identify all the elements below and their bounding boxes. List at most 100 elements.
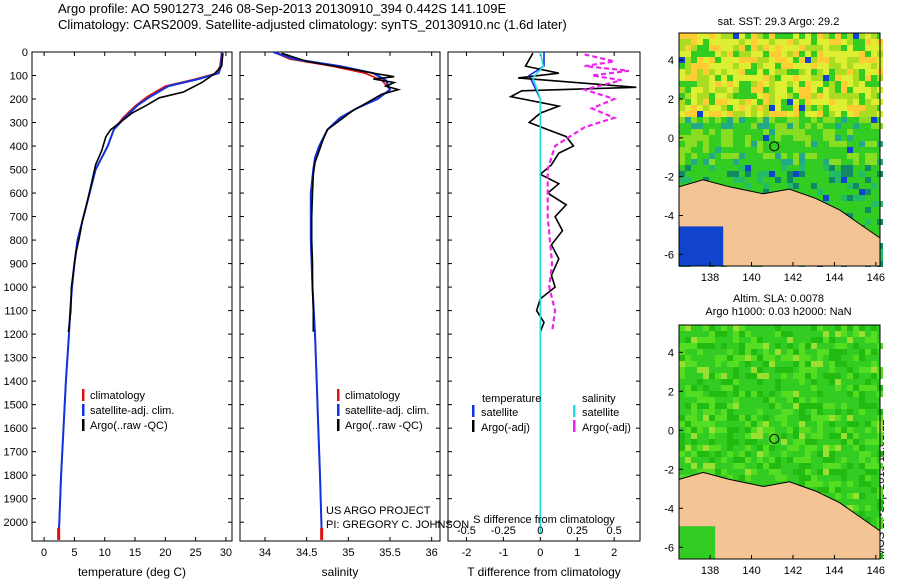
argo-position-marker xyxy=(769,433,780,444)
y-tick-label: 1600 xyxy=(4,423,28,435)
plot-frame-2 xyxy=(239,51,441,542)
figure-title-line2: Climatology: CARS2009. Satellite-adjuste… xyxy=(58,17,567,32)
x2-tick-label: 0.25 xyxy=(567,525,588,537)
x-tick-label: 5 xyxy=(71,547,77,559)
series-line-temperature-argo--adj- xyxy=(508,52,637,333)
y-tick-label: 1300 xyxy=(4,353,28,365)
y-tick-label: 1400 xyxy=(4,376,28,388)
legend-swatch xyxy=(82,419,85,431)
cold-water-patch xyxy=(679,226,724,266)
y-tick-label: 1200 xyxy=(4,329,28,341)
x-tick-label: 35.5 xyxy=(379,547,400,559)
legend-label: climatology xyxy=(90,390,146,402)
map-y-tick-label: 0 xyxy=(668,425,674,437)
x-axis-label: temperature (deg C) xyxy=(78,565,186,579)
x-tick-label: 34.5 xyxy=(296,547,317,559)
x-tick-label: -1 xyxy=(498,547,508,559)
y-tick-label: 500 xyxy=(10,165,28,177)
legend-label: satellite-adj. clim. xyxy=(90,405,174,417)
figure-title-line1: Argo profile: AO 5901273_246 08-Sep-2013… xyxy=(58,1,507,16)
map-x-tick-label: 144 xyxy=(825,272,843,284)
map-y-tick-label: -2 xyxy=(664,464,674,476)
x-tick-label: 0 xyxy=(41,547,47,559)
climatology-end-marker xyxy=(57,527,61,540)
map-y-tick-label: 4 xyxy=(668,55,674,67)
x-tick-label: 34 xyxy=(259,547,271,559)
x2-tick-label: -0.5 xyxy=(457,525,476,537)
pi-annotation: PI: GREGORY C. JOHNSON xyxy=(326,519,469,531)
y-tick-label: 700 xyxy=(10,212,28,224)
y-tick-label: 800 xyxy=(10,235,28,247)
map-x-tick-label: 146 xyxy=(867,272,885,284)
map-x-tick-label: 146 xyxy=(867,565,885,577)
legend-label: satellite xyxy=(582,407,619,419)
map-y-tick-label: -4 xyxy=(664,211,674,223)
map-x-tick-label: 144 xyxy=(825,565,843,577)
map-x-tick-label: 140 xyxy=(742,565,760,577)
series-line-salinity-argo--adj- xyxy=(546,53,630,332)
legend-swatch xyxy=(337,419,340,431)
map-y-tick-label: -6 xyxy=(664,249,674,261)
legend-swatch xyxy=(472,420,475,432)
y-tick-label: 200 xyxy=(10,94,28,106)
series-line-argo---raw--qc- xyxy=(281,52,402,332)
x-axis-label: salinity xyxy=(322,565,359,579)
x-tick-label: 35 xyxy=(342,547,354,559)
y-tick-label: 0 xyxy=(22,47,28,59)
y-tick-label: 100 xyxy=(10,71,28,83)
x2-tick-label: 0 xyxy=(537,525,543,537)
y-tick-label: 300 xyxy=(10,118,28,130)
x2-axis-label: S difference from climatology xyxy=(473,514,615,526)
map-x-tick-label: 140 xyxy=(742,272,760,284)
map-2 xyxy=(678,324,883,560)
x2-tick-label: -0.25 xyxy=(491,525,516,537)
legend-swatch xyxy=(82,404,85,416)
map-x-tick-label: 142 xyxy=(784,272,802,284)
y-tick-label: 2000 xyxy=(4,517,28,529)
legend-label: satellite xyxy=(481,407,518,419)
y-tick-label: 1500 xyxy=(4,400,28,412)
y-tick-label: 900 xyxy=(10,259,28,271)
legend-label: satellite-adj. clim. xyxy=(345,405,429,417)
x-tick-label: 2 xyxy=(611,547,617,559)
map-1 xyxy=(678,32,883,267)
sla-map-title-1: Altim. SLA: 0.0078 xyxy=(732,293,825,305)
map-y-tick-label: -2 xyxy=(664,172,674,184)
map-y-tick-label: -6 xyxy=(664,542,674,554)
legend-label: Argo(..raw -QC) xyxy=(90,420,168,432)
project-annotation: US ARGO PROJECT xyxy=(326,505,431,517)
legend-label: Argo(-adj) xyxy=(582,422,631,434)
legend-swatch xyxy=(82,389,85,401)
map-y-tick-label: 0 xyxy=(668,133,674,145)
x-tick-label: 10 xyxy=(99,547,111,559)
map-frame xyxy=(678,32,881,267)
series-line-satellite-adj--clim- xyxy=(272,51,392,534)
x-axis-label: T difference from climatology xyxy=(467,565,621,579)
x2-tick-label: 0.5 xyxy=(607,525,622,537)
legend-label: Argo(-adj) xyxy=(481,422,530,434)
y-tick-label: 600 xyxy=(10,188,28,200)
map-y-tick-label: 4 xyxy=(668,347,674,359)
y-tick-label: 400 xyxy=(10,141,28,153)
x-tick-label: 20 xyxy=(159,547,171,559)
x-tick-label: 1 xyxy=(574,547,580,559)
legend-title-temperature: temperature xyxy=(482,393,541,405)
y-tick-label: 1700 xyxy=(4,447,28,459)
sla-map-title-2: Argo h1000: 0.03 h2000: NaN xyxy=(705,306,852,318)
legend-swatch xyxy=(337,389,340,401)
x-tick-label: 36 xyxy=(426,547,438,559)
series-line-salinity-satellite xyxy=(531,51,545,534)
legend-label: Argo(..raw -QC) xyxy=(345,420,423,432)
legend-title-salinity: salinity xyxy=(582,393,616,405)
legend-swatch xyxy=(337,404,340,416)
x-tick-label: -2 xyxy=(462,547,472,559)
sla-sea-patch xyxy=(679,526,716,559)
x-tick-label: 15 xyxy=(129,547,141,559)
legend-swatch xyxy=(573,420,576,432)
y-tick-label: 1000 xyxy=(4,282,28,294)
x-tick-label: 30 xyxy=(220,547,232,559)
map-x-tick-label: 142 xyxy=(784,565,802,577)
map-y-tick-label: -4 xyxy=(664,503,674,515)
climatology-end-marker xyxy=(320,527,324,540)
